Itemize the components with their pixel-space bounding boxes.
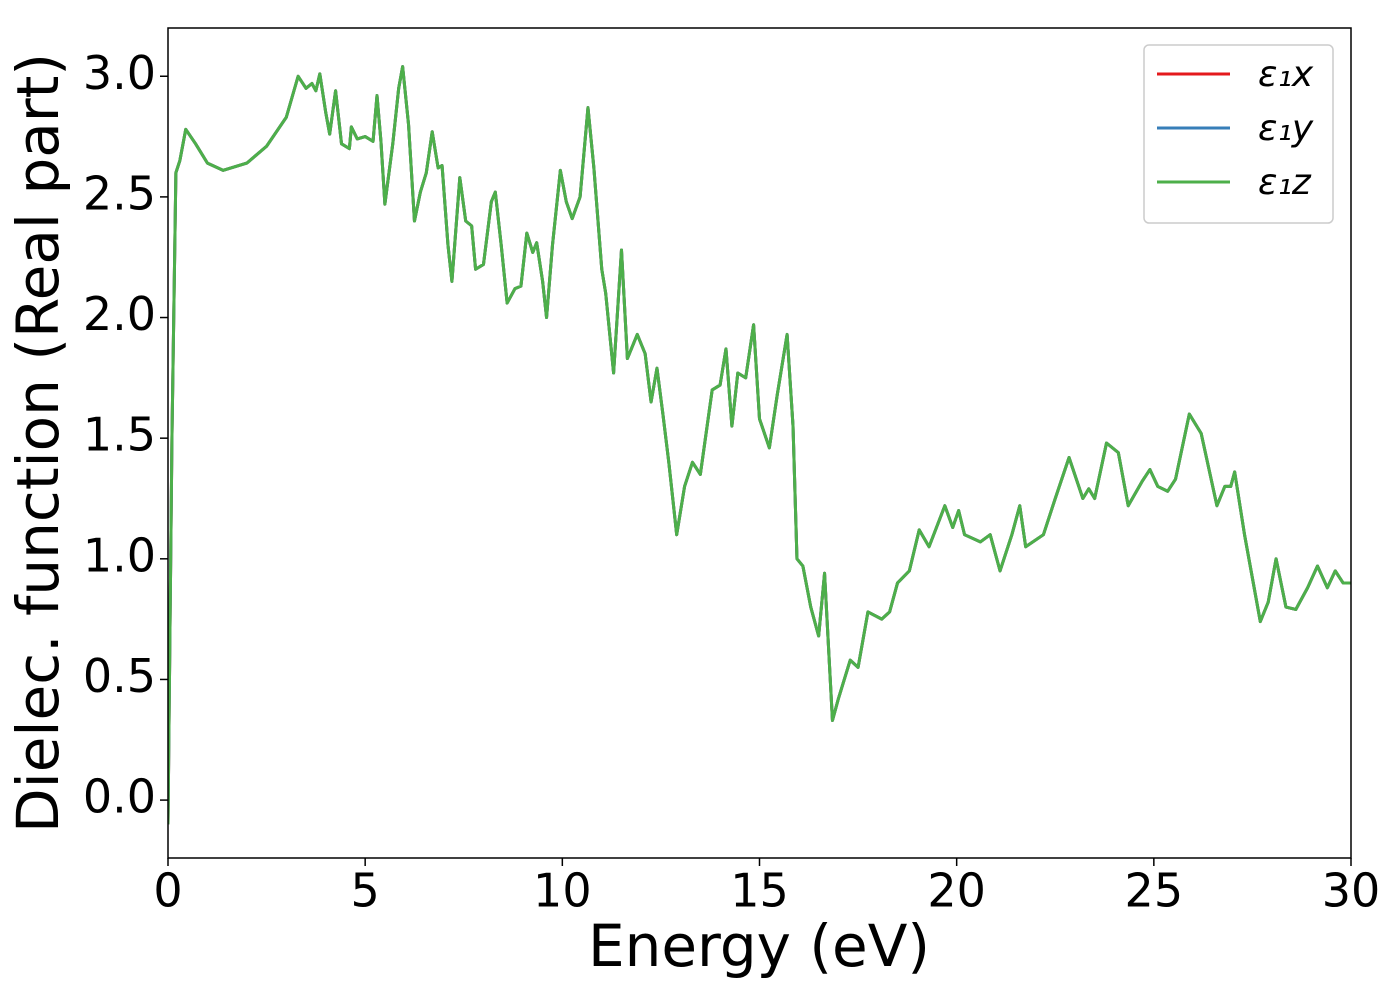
x-tick-label: 5 (351, 864, 380, 918)
legend-box (1143, 44, 1334, 224)
y-tick-label: 1.0 (83, 528, 156, 582)
y-tick-label: 2.0 (83, 287, 156, 341)
x-tick-label: 25 (1125, 864, 1184, 918)
y-tick-label: 3.0 (83, 46, 156, 100)
legend-label: ε₁x (1258, 54, 1314, 95)
x-tick-label: 15 (730, 864, 789, 918)
y-tick-label: 2.5 (83, 166, 156, 220)
x-tick-label: 30 (1322, 864, 1381, 918)
x-tick-label: 20 (927, 864, 986, 918)
data-line (168, 65, 1351, 825)
y-tick-label: 0.0 (83, 770, 156, 824)
y-tick-label: 0.5 (83, 649, 156, 703)
x-axis-label: Energy (eV) (588, 912, 930, 980)
x-tick-label: 0 (153, 864, 182, 918)
legend-label: ε₁y (1258, 108, 1314, 149)
x-tick-label: 10 (533, 864, 592, 918)
y-tick-label: 1.5 (83, 408, 156, 462)
y-axis-label: Dielec. function (Real part) (4, 53, 72, 833)
legend-label: ε₁z (1258, 162, 1312, 203)
plot-frame (167, 27, 1352, 859)
